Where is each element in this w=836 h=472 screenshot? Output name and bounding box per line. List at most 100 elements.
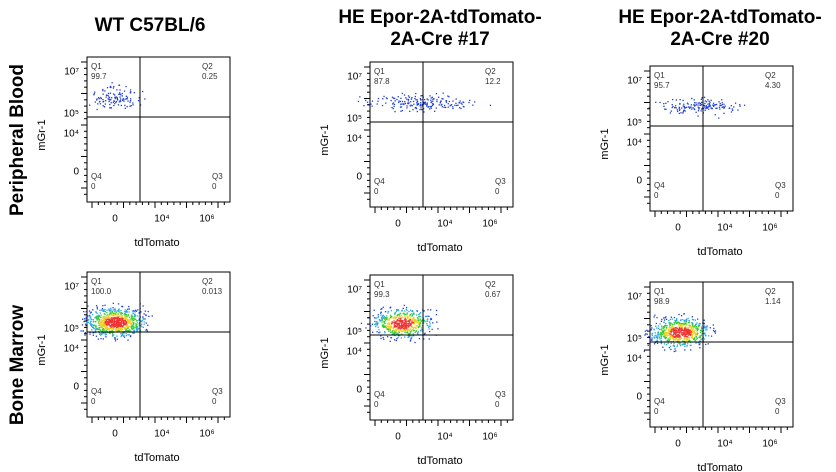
event-dot (400, 103, 402, 105)
event-dot (137, 326, 139, 328)
event-dot (676, 109, 678, 111)
event-dot (666, 335, 668, 337)
event-dot (402, 327, 404, 330)
event-dot (123, 320, 126, 322)
event-dot (689, 340, 691, 342)
event-dot (411, 320, 413, 322)
event-dot (706, 329, 708, 331)
event-dot (394, 318, 396, 320)
event-dot (409, 340, 411, 342)
event-dot (678, 313, 680, 316)
event-dot (662, 328, 664, 330)
event-dot (657, 331, 659, 333)
event-dot (137, 309, 139, 311)
event-dot (417, 326, 420, 329)
x-tick-label: 10⁴ (717, 439, 732, 450)
event-dot (431, 101, 433, 103)
event-dot (664, 329, 667, 331)
event-dot (114, 97, 116, 99)
event-dot (661, 342, 663, 344)
event-dot (107, 94, 109, 97)
event-dot (674, 332, 676, 334)
quadrant-percent: 0 (91, 397, 96, 406)
event-dot (673, 331, 675, 333)
quadrant-name: Q1 (374, 67, 385, 76)
event-dot (117, 303, 120, 305)
event-dot (699, 343, 701, 345)
event-dot (695, 102, 697, 104)
event-dot (109, 309, 111, 311)
event-dot (101, 319, 104, 321)
event-dot (700, 334, 702, 336)
event-dot (427, 318, 429, 320)
event-dot (126, 310, 128, 312)
event-dot (440, 104, 442, 106)
event-dot (405, 326, 407, 328)
event-dot (89, 317, 91, 319)
event-dot (426, 315, 428, 317)
event-dot (670, 326, 673, 328)
event-dot (125, 333, 127, 335)
event-dot (419, 105, 422, 107)
event-dot (130, 98, 132, 100)
event-dot (686, 327, 688, 329)
event-dot (393, 325, 395, 328)
event-dot (117, 328, 119, 331)
event-dot (118, 329, 120, 331)
event-dot (132, 315, 134, 317)
event-dot (118, 315, 121, 317)
y-tick-label: 10⁵ (347, 114, 362, 125)
event-dot (360, 322, 363, 324)
plot-frame (649, 281, 794, 428)
event-dot (415, 106, 417, 109)
event-dot (132, 332, 135, 334)
event-dot (125, 328, 127, 330)
event-dot (672, 330, 674, 332)
event-dot (132, 312, 134, 314)
event-dot (108, 324, 110, 326)
event-dot (690, 344, 692, 346)
event-dot (713, 331, 716, 333)
event-dot (685, 320, 687, 322)
event-dot (112, 327, 114, 329)
event-dot (686, 324, 688, 326)
event-dot (688, 331, 690, 333)
event-dot (696, 334, 698, 336)
event-dot (97, 318, 99, 320)
event-dot (130, 105, 132, 107)
event-dot (109, 103, 111, 106)
event-dot (695, 333, 697, 335)
event-dot (383, 315, 385, 318)
event-dot (677, 328, 679, 330)
event-dot (664, 317, 666, 319)
event-dot (716, 107, 718, 109)
event-dot (688, 106, 690, 108)
x-tick-label: 10⁶ (482, 219, 497, 230)
event-dot (143, 321, 145, 323)
event-dot (114, 319, 116, 321)
event-dot (426, 104, 428, 106)
event-dot (432, 103, 434, 105)
event-dot (662, 326, 665, 328)
event-dot (438, 96, 440, 98)
event-dot (123, 332, 125, 334)
event-dot (114, 97, 117, 100)
event-dot (112, 93, 115, 95)
y-tick-label: 0 (73, 382, 79, 393)
event-dot (696, 326, 698, 328)
event-dot (99, 322, 101, 324)
event-dot (671, 104, 673, 106)
event-dot (89, 312, 92, 314)
event-dot (651, 337, 653, 339)
event-dot (142, 305, 144, 307)
row-label: Peripheral Blood (7, 64, 28, 216)
event-dot (95, 311, 97, 314)
event-dot (124, 319, 126, 322)
event-dot (398, 331, 400, 334)
event-dot (132, 317, 135, 319)
event-dot (411, 326, 413, 328)
event-dot (116, 316, 118, 318)
event-dot (703, 104, 706, 107)
event-dot (424, 332, 426, 334)
event-dot (383, 338, 385, 340)
